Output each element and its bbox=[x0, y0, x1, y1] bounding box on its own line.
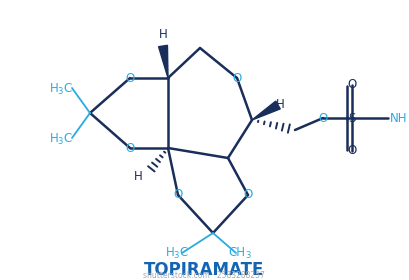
Text: O: O bbox=[347, 78, 357, 92]
Text: O: O bbox=[318, 111, 328, 125]
Text: TOPIRAMATE: TOPIRAMATE bbox=[144, 261, 264, 279]
Text: C: C bbox=[63, 132, 71, 144]
Text: H: H bbox=[134, 169, 142, 183]
Text: O: O bbox=[243, 188, 253, 202]
Text: 3: 3 bbox=[57, 137, 63, 146]
Text: H: H bbox=[50, 132, 59, 144]
Text: O: O bbox=[347, 144, 357, 157]
Text: C: C bbox=[179, 246, 187, 260]
Text: O: O bbox=[126, 141, 135, 155]
Text: NH: NH bbox=[390, 111, 407, 125]
Text: C: C bbox=[63, 81, 71, 95]
Polygon shape bbox=[252, 101, 280, 120]
Text: O: O bbox=[126, 71, 135, 85]
Text: 3: 3 bbox=[245, 251, 250, 260]
Text: H: H bbox=[276, 99, 284, 111]
Text: S: S bbox=[348, 111, 356, 125]
Text: O: O bbox=[232, 71, 242, 85]
Text: shutterstock.com · 2583288257: shutterstock.com · 2583288257 bbox=[143, 272, 265, 280]
Text: CH: CH bbox=[228, 246, 245, 260]
Text: O: O bbox=[173, 188, 183, 202]
Text: H: H bbox=[166, 246, 175, 260]
Text: H: H bbox=[159, 27, 167, 41]
Text: 3: 3 bbox=[57, 87, 63, 95]
Polygon shape bbox=[159, 45, 168, 78]
Text: H: H bbox=[50, 81, 59, 95]
Text: 3: 3 bbox=[173, 251, 178, 260]
